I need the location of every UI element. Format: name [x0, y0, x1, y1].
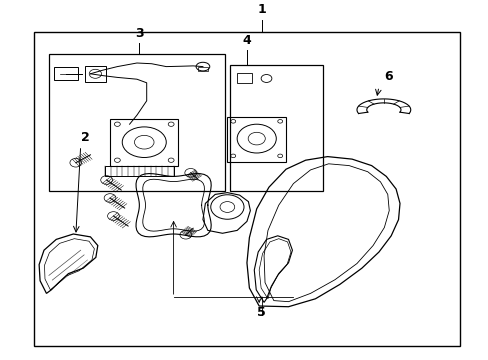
Bar — [84, 66, 106, 82]
Bar — [49, 54, 224, 191]
Text: 4: 4 — [242, 34, 251, 47]
Bar — [34, 32, 459, 346]
Bar — [110, 119, 178, 166]
Text: 3: 3 — [135, 27, 143, 40]
Text: 5: 5 — [257, 306, 265, 319]
Bar — [229, 65, 322, 191]
Bar — [198, 67, 207, 71]
Bar — [54, 67, 78, 80]
Text: 1: 1 — [257, 3, 265, 16]
Text: 6: 6 — [384, 70, 392, 83]
Bar — [237, 73, 251, 83]
Bar — [227, 117, 285, 162]
Text: 2: 2 — [81, 131, 90, 144]
